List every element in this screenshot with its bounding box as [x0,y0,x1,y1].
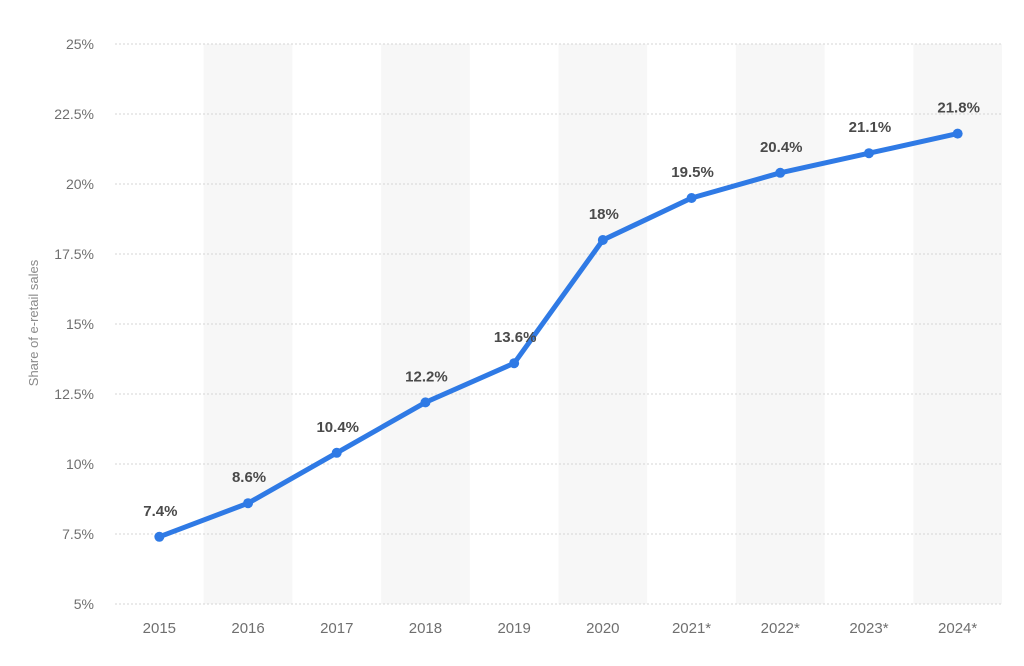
x-tick-label: 2019 [497,620,530,637]
data-label: 21.1% [849,119,892,136]
data-point-2024[interactable] [952,128,963,139]
y-tick-label: 7.5% [62,526,94,542]
y-axis-label: Share of e-retail sales [26,259,41,386]
data-label: 13.6% [494,329,537,346]
data-label: 19.5% [671,164,714,181]
data-labels: 7.4% 8.6% 10.4% 12.2% 13.6% 18% 19.5% 20.4% 21.1… [143,100,980,520]
x-tick-label: 2017 [320,620,353,637]
data-point-2018[interactable] [420,397,431,408]
x-tick-label: 2018 [409,620,442,637]
y-tick-label: 20% [66,176,94,192]
data-label: 20.4% [760,139,803,156]
y-tick-label: 22.5% [54,106,94,122]
y-axis-ticks: 5% 7.5% 10% 12.5% 15% 17.5% 20% 22.5% 25% [54,36,94,612]
y-tick-label: 17.5% [54,246,94,262]
data-point-2021[interactable] [686,193,697,203]
data-label: 10.4% [316,419,359,436]
y-tick-label: 5% [74,596,94,612]
x-tick-label: 2023* [849,620,888,637]
data-point-2020[interactable] [597,235,608,245]
x-tick-label: 2024* [938,620,977,637]
data-label: 18% [589,206,619,223]
data-point-2023[interactable] [863,148,874,159]
data-label: 8.6% [232,469,266,486]
y-tick-label: 10% [66,456,94,472]
data-label: 7.4% [143,503,177,520]
data-label: 12.2% [405,368,448,385]
y-tick-label: 12.5% [54,386,94,402]
y-tick-label: 25% [66,36,94,52]
x-axis-ticks: 2015 2016 2017 2018 2019 2020 2021* 2022* 2023* 2… [143,620,978,637]
data-point-2016[interactable] [243,498,254,509]
x-tick-label: 2021* [672,620,711,637]
data-point-2017[interactable] [331,447,342,458]
data-point-2019[interactable] [509,358,520,369]
series-line-group [154,128,963,542]
data-point-2022[interactable] [775,167,786,178]
x-tick-label: 2015 [143,620,176,637]
data-label: 21.8% [937,100,980,117]
data-point-2015[interactable] [154,531,165,542]
x-tick-label: 2016 [231,620,264,637]
y-tick-label: 15% [66,316,94,332]
x-tick-label: 2020 [586,620,619,637]
series-line [156,131,961,540]
x-tick-label: 2022* [761,620,800,637]
